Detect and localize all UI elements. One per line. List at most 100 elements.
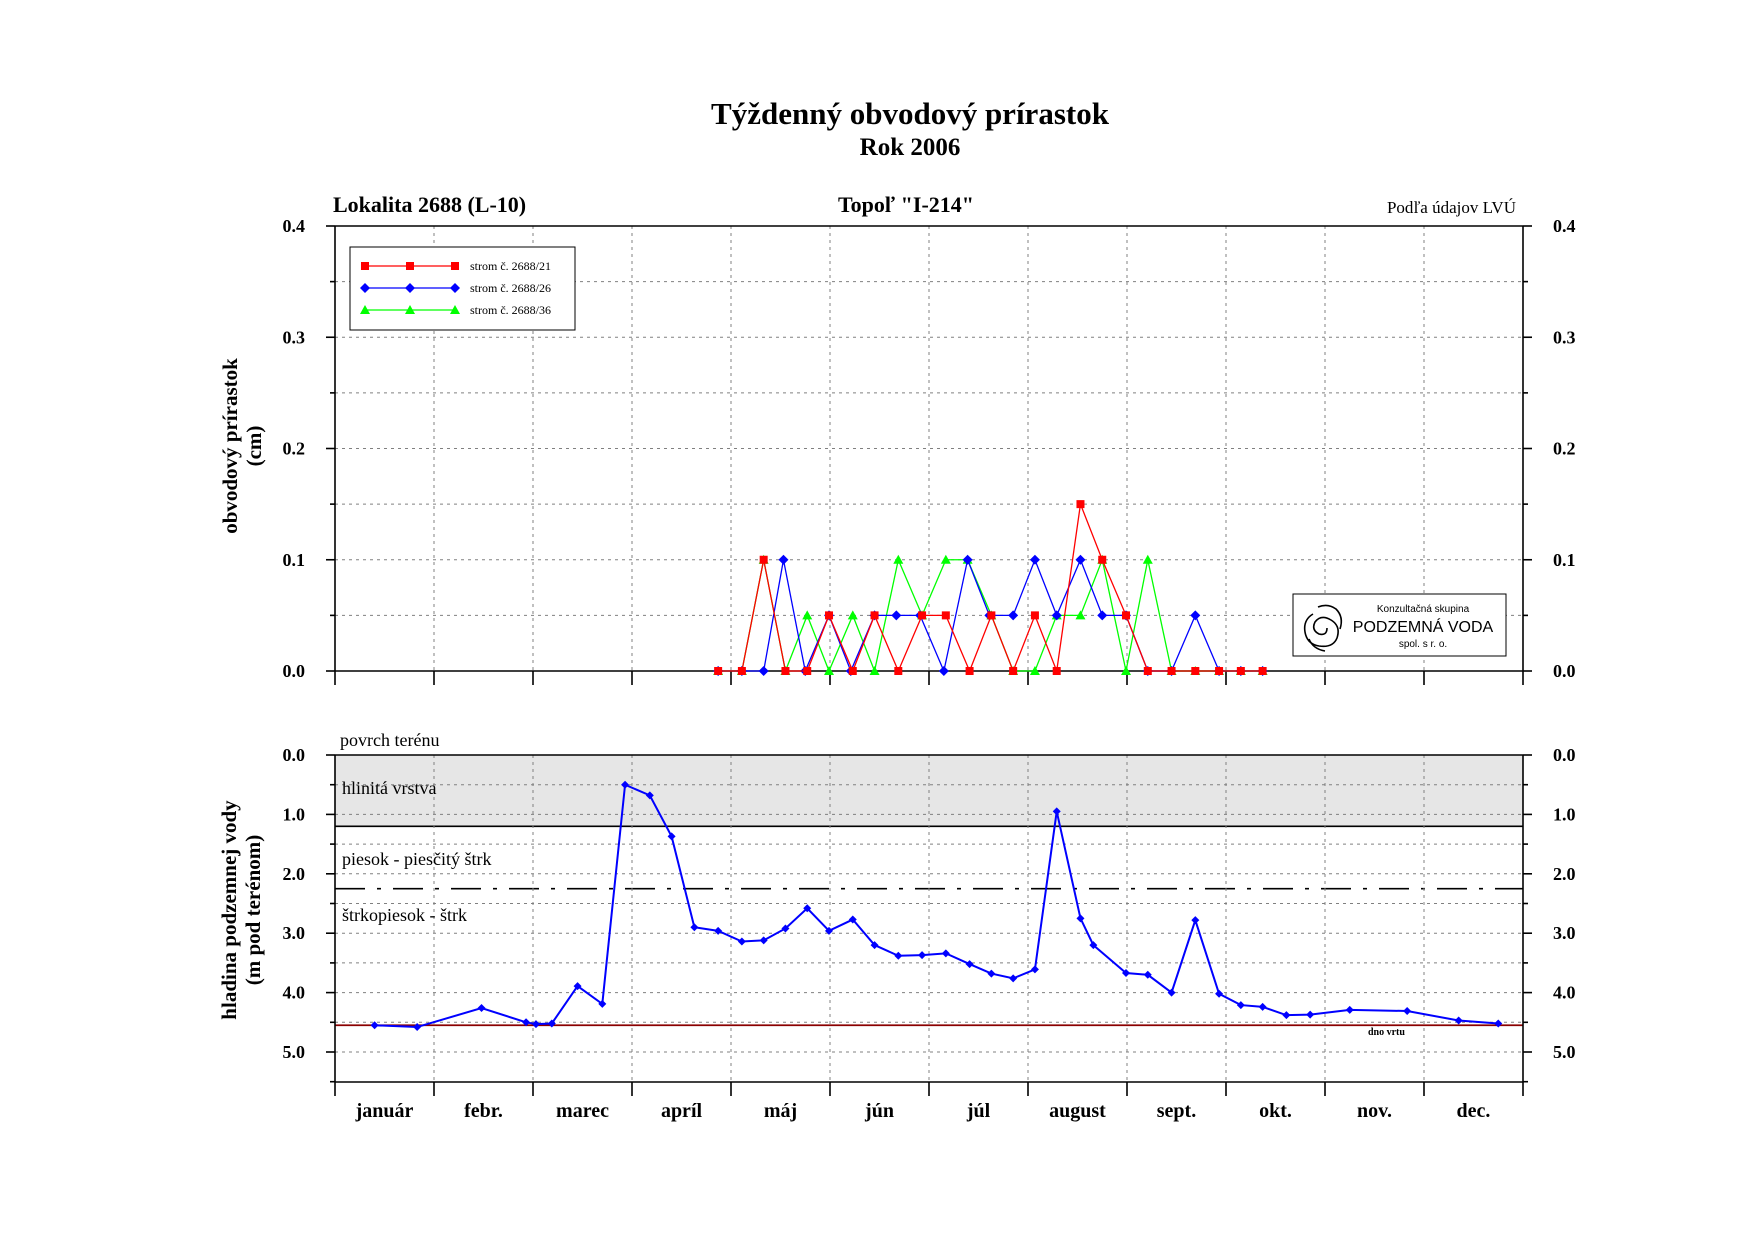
growth-point-2 (962, 554, 973, 565)
species-label: Topoľ "I-214" (838, 192, 974, 217)
top-y-tick-label-left: 0.1 (283, 550, 306, 570)
groundwater-point (803, 904, 812, 913)
bottom-y-axis-label: hladina podzemnej vody (m pod terénom) (217, 800, 265, 1020)
layer-label-surface: povrch terénu (340, 730, 439, 750)
growth-point-3 (1029, 666, 1040, 675)
groundwater-point (1454, 1016, 1463, 1025)
groundwater-point (825, 926, 834, 935)
groundwater-point (1167, 988, 1176, 997)
layer-label-sand: piesok - piesčitý štrk (342, 849, 491, 869)
growth-point-1 (1030, 611, 1039, 620)
legend-marker-2 (405, 283, 415, 293)
month-label: sept. (1157, 1100, 1196, 1122)
growth-point-1 (894, 667, 903, 675)
groundwater-point (1143, 970, 1152, 979)
legend-label-series-2: strom č. 2688/26 (470, 281, 551, 295)
growth-point-1 (965, 667, 974, 675)
groundwater-point (621, 780, 630, 789)
groundwater-point (477, 1004, 486, 1013)
month-label: júl (966, 1100, 991, 1122)
groundwater-point (1258, 1002, 1267, 1011)
growth-point-1 (1143, 667, 1152, 675)
layer-label-clay: hlinitá vrstva (342, 778, 436, 798)
month-label: okt. (1259, 1100, 1292, 1122)
groundwater-point (1403, 1007, 1412, 1016)
groundwater-point (1122, 968, 1131, 977)
growth-point-3 (802, 610, 813, 620)
growth-point-1 (1076, 500, 1085, 509)
groundwater-point (714, 926, 723, 935)
growth-point-1 (1215, 667, 1224, 675)
growth-point-2 (1075, 554, 1086, 565)
logo-line-2: PODZEMNÁ VODA (1353, 617, 1494, 636)
groundwater-point (370, 1021, 379, 1030)
groundwater-point (965, 960, 974, 969)
bottom-y-tick-label-right: 2.0 (1553, 864, 1576, 884)
growth-point-2 (938, 666, 949, 676)
groundwater-point (781, 924, 790, 933)
growth-point-1 (781, 667, 790, 675)
month-label: marec (556, 1100, 609, 1122)
bottom-y-tick-label-left: 2.0 (283, 864, 306, 884)
bottom-y-axis-label-line1: hladina podzemnej vody (217, 800, 241, 1020)
growth-point-3 (869, 666, 880, 675)
legend-marker-3 (360, 305, 370, 314)
growth-point-3 (940, 554, 951, 564)
month-label: nov. (1357, 1100, 1392, 1122)
bottom-y-tick-label-left: 4.0 (283, 983, 306, 1003)
bottom-y-tick-label-left: 0.0 (283, 745, 306, 765)
growth-point-1 (737, 667, 746, 675)
growth-point-2 (1051, 610, 1062, 621)
groundwater-point (1236, 1001, 1245, 1010)
bottom-y-tick-label-right: 5.0 (1553, 1042, 1576, 1062)
growth-point-3 (1142, 554, 1153, 564)
bottom-y-tick-label-right: 1.0 (1553, 804, 1576, 824)
locality-label: Lokalita 2688 (L-10) (333, 192, 526, 217)
chart-title: Týždenný obvodový prírastok (711, 96, 1110, 131)
groundwater-point (737, 937, 746, 946)
month-label: dec. (1457, 1100, 1491, 1122)
legend-marker-2 (450, 283, 460, 293)
bottom-y-tick-label-right: 0.0 (1553, 745, 1576, 765)
growth-point-1 (825, 611, 834, 620)
axes-layer: 0.0 0.0 0.1 0.1 0.2 0.2 0.3 0.3 0.4 0.4 0.0 0.0 1.0 1… (283, 216, 1576, 1122)
logo-line-3: spol. s r. o. (1399, 639, 1447, 650)
growth-point-1 (759, 555, 768, 564)
month-label: máj (764, 1100, 797, 1122)
legend-marker-3 (405, 305, 415, 314)
groundwater-point (1191, 916, 1200, 925)
groundwater-point (1009, 974, 1018, 983)
growth-point-2 (891, 610, 902, 621)
groundwater-point (918, 951, 927, 960)
series-layer (370, 500, 1503, 1032)
bottom-y-tick-label-left: 1.0 (283, 804, 306, 824)
growth-point-1 (918, 611, 927, 620)
groundwater-point (1215, 989, 1224, 998)
groundwater-point (759, 936, 768, 945)
groundwater-point (667, 832, 676, 841)
bottom-y-tick-label-right: 4.0 (1553, 983, 1576, 1003)
layer-label-gravel: štrkopiesok - štrk (342, 905, 467, 925)
groundwater-point (987, 969, 996, 978)
logo-symbol-icon (1303, 604, 1343, 652)
month-label: jún (864, 1100, 894, 1122)
growth-point-1 (1167, 667, 1176, 675)
growth-point-3 (1121, 666, 1132, 675)
growth-point-1 (1258, 667, 1267, 675)
growth-point-1 (1098, 555, 1107, 564)
growth-point-1 (1236, 667, 1245, 675)
legend-samples (360, 262, 460, 314)
groundwater-point (870, 941, 879, 950)
growth-point-1 (941, 611, 950, 620)
month-label: január (355, 1100, 414, 1122)
growth-point-2 (778, 554, 789, 565)
groundwater-point (598, 999, 607, 1008)
groundwater-point (1306, 1010, 1315, 1019)
top-y-tick-label-right: 0.0 (1553, 661, 1576, 681)
bottom-y-axis-label-line2: (m pod terénom) (241, 835, 265, 985)
growth-point-3 (893, 554, 904, 564)
logo-line-1: Konzultačná skupina (1377, 604, 1470, 615)
growth-point-1 (1052, 667, 1061, 675)
groundwater-point (522, 1018, 531, 1027)
